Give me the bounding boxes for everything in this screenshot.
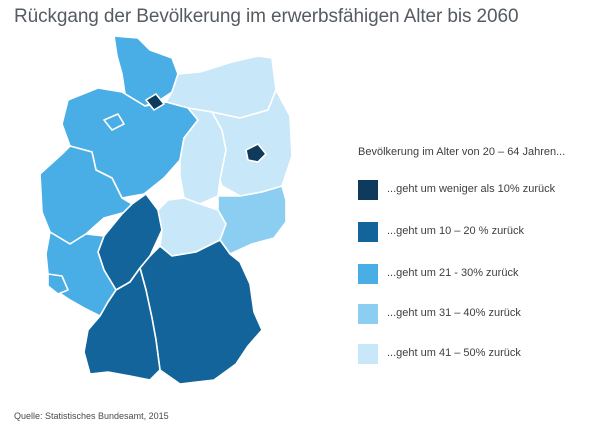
legend-title: Bevölkerung im Alter von 20 – 64 Jahren.… [358,146,566,158]
legend-label: ...geht um weniger als 10% zurück [387,183,556,195]
region-baden-wuerttemberg [83,267,161,381]
legend-swatch [358,304,378,324]
legend-label: ...geht um 10 – 20 % zurück [387,225,524,237]
source-note: Quelle: Statistisches Bundesamt, 2015 [14,411,169,421]
region-bremen [103,113,125,131]
region-berlin [245,143,267,163]
region-sachsen [217,185,287,255]
legend-label: ...geht um 41 – 50% zurück [387,347,521,359]
legend-swatch [358,180,378,200]
legend-label: ...geht um 31 – 40% zurück [387,307,521,319]
region-saarland [47,273,69,295]
region-hamburg [145,93,165,111]
legend: Bevölkerung im Alter von 20 – 64 Jahren.… [358,146,603,364]
page-title: Rückgang der Bevölkerung im erwerbsfähig… [14,6,519,27]
legend-swatch [358,222,378,242]
legend-swatch [358,264,378,284]
region-schleswig-holstein [113,35,179,107]
legend-label: ...geht um 21 - 30% zurück [387,267,519,279]
legend-swatch [358,344,378,364]
